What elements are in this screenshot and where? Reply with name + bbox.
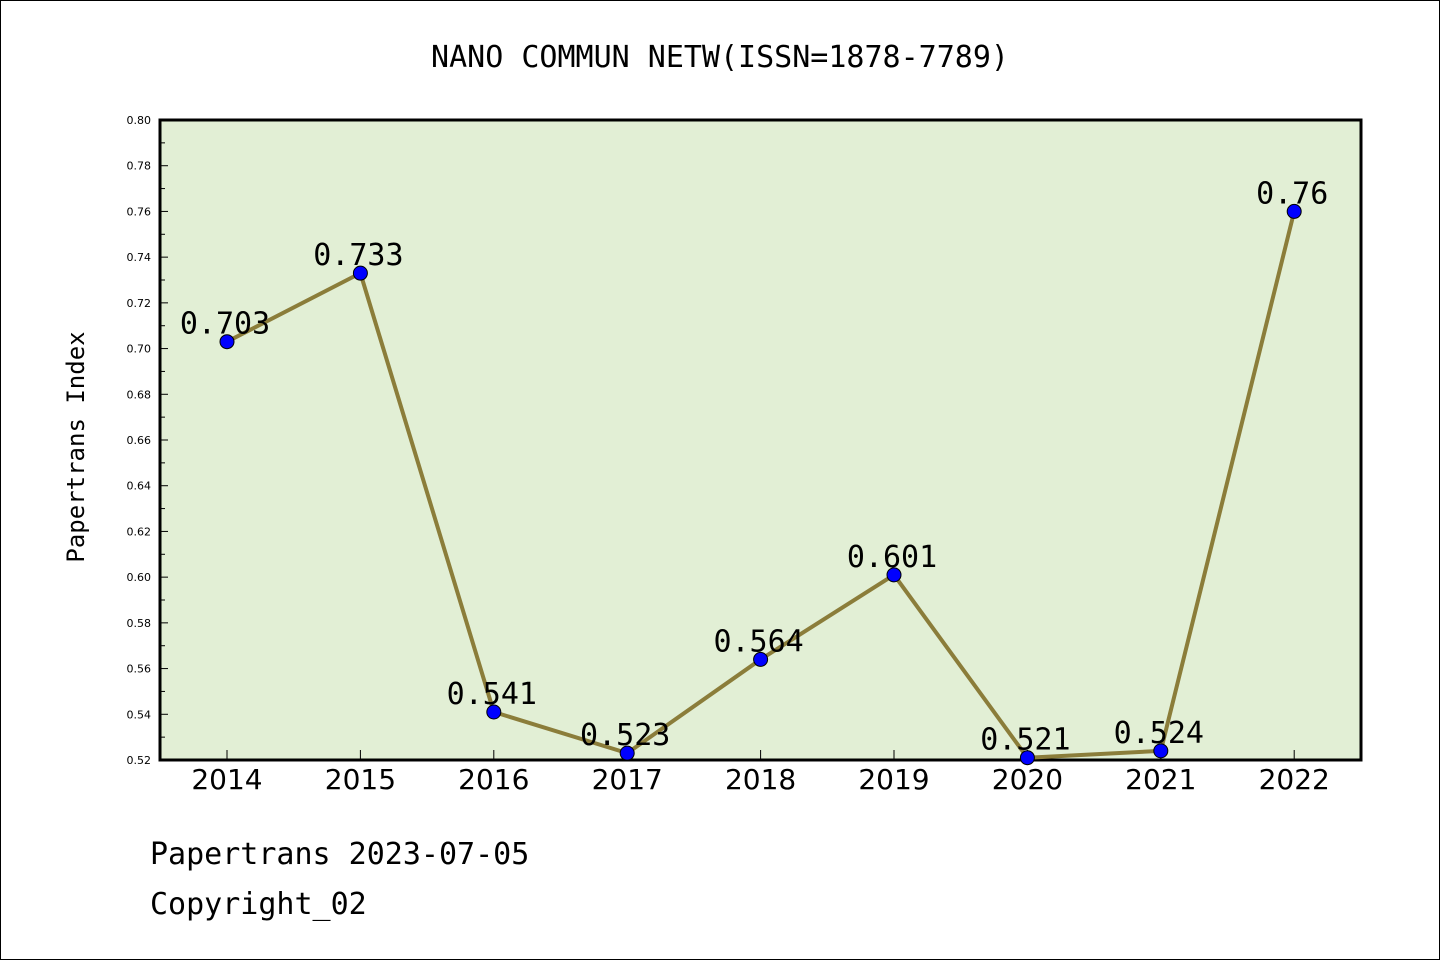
y-tick-label: 0.52 xyxy=(127,754,152,767)
y-tick-label: 0.70 xyxy=(127,343,152,356)
y-tick-label: 0.72 xyxy=(127,297,152,310)
x-tick-label: 2022 xyxy=(1259,763,1330,796)
x-tick-label: 2017 xyxy=(592,763,663,796)
data-point-2018 xyxy=(753,651,769,667)
data-labels-group: 0.703 0.733 0.541 0.523 0.564 0.601 0.521 0.524… xyxy=(180,176,1328,757)
footer-date: Papertrans 2023-07-05 xyxy=(150,837,529,872)
data-point-2022 xyxy=(1286,203,1302,219)
x-tick-label: 2014 xyxy=(191,763,262,796)
data-label-2022: 0.76 xyxy=(1256,176,1328,211)
y-tick-label: 0.58 xyxy=(127,617,152,630)
data-point-2021 xyxy=(1153,743,1169,759)
data-point-2019 xyxy=(886,567,902,583)
y-tick-label: 0.54 xyxy=(127,708,152,721)
data-point-2020 xyxy=(1019,750,1035,766)
x-tick-label: 2018 xyxy=(725,763,796,796)
data-label-2021: 0.524 xyxy=(1114,716,1204,751)
y-axis: 0.52 0.54 0.56 0.58 0.60 0.62 0.64 0.66 0.68 0.70… xyxy=(127,114,168,767)
footer-copyright: Copyright_02 xyxy=(150,887,367,922)
y-tick-label: 0.74 xyxy=(127,251,152,264)
y-tick-label: 0.66 xyxy=(127,434,152,447)
x-axis: 2014 2015 2016 2017 2018 2019 2020 2021 2022 xyxy=(191,750,1330,796)
x-tick-label: 2016 xyxy=(458,763,529,796)
data-point-2016 xyxy=(486,704,502,720)
y-tick-label: 0.68 xyxy=(127,388,152,401)
x-tick-label: 2021 xyxy=(1125,763,1196,796)
data-label-2015: 0.733 xyxy=(313,238,403,273)
y-tick-label: 0.76 xyxy=(127,205,152,218)
data-label-2014: 0.703 xyxy=(180,307,270,342)
data-label-2016: 0.541 xyxy=(447,677,537,712)
y-tick-label: 0.56 xyxy=(127,663,152,676)
data-label-2019: 0.601 xyxy=(847,540,937,575)
x-tick-label: 2019 xyxy=(858,763,929,796)
y-tick-label: 0.62 xyxy=(127,525,152,538)
data-label-2020: 0.521 xyxy=(980,723,1070,758)
data-point-2017 xyxy=(619,745,635,761)
series-line-group xyxy=(219,203,1302,766)
data-label-2018: 0.564 xyxy=(713,624,803,659)
chart-title: NANO COMMUN NETW(ISSN=1878-7789) xyxy=(431,40,1009,75)
y-tick-label: 0.64 xyxy=(127,480,152,493)
y-tick-label: 0.78 xyxy=(127,160,152,173)
data-point-2014 xyxy=(219,334,235,350)
y-tick-label: 0.80 xyxy=(127,114,152,127)
data-point-2015 xyxy=(352,265,368,281)
x-tick-label: 2020 xyxy=(992,763,1063,796)
data-label-2017: 0.523 xyxy=(580,718,670,753)
y-tick-label: 0.60 xyxy=(127,571,152,584)
x-tick-label: 2015 xyxy=(325,763,396,796)
y-axis-label: Papertrans Index xyxy=(62,331,90,562)
